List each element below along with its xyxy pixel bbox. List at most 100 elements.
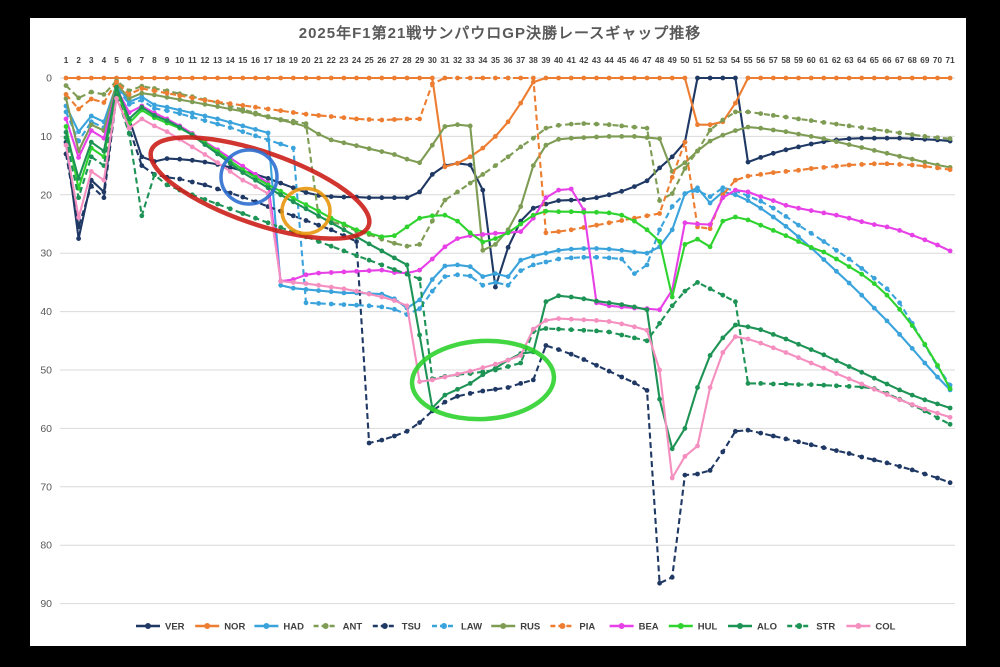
svg-text:56: 56 — [756, 56, 766, 65]
marker-HAD — [253, 126, 258, 132]
marker-HAD — [594, 246, 599, 251]
marker-LAW — [783, 214, 789, 219]
marker-STR — [682, 288, 688, 294]
marker-NOR — [404, 75, 410, 81]
marker-LAW — [884, 286, 890, 292]
marker-NOR — [152, 75, 157, 81]
marker-HUL — [935, 362, 940, 368]
marker-HAD — [88, 113, 94, 119]
marker-HUL — [733, 214, 738, 220]
marker-ALO — [745, 324, 751, 330]
legend-item-ALO: ALO — [728, 621, 777, 632]
marker-COL — [467, 368, 473, 374]
marker-NOR — [884, 75, 890, 81]
marker-NOR — [278, 75, 284, 81]
marker-HUL — [720, 218, 726, 224]
marker-BEA — [707, 222, 713, 228]
marker-ALO — [581, 296, 587, 302]
marker-TSU — [733, 428, 738, 434]
svg-text:21: 21 — [314, 56, 324, 65]
marker-PIA — [429, 81, 435, 87]
svg-text:5: 5 — [114, 56, 119, 65]
marker-NOR — [682, 75, 688, 81]
marker-HAD — [480, 274, 486, 279]
marker-VER — [808, 141, 814, 147]
marker-BEA — [720, 195, 726, 201]
marker-BEA — [682, 220, 688, 226]
marker-RUS — [467, 123, 473, 129]
marker-HUL — [632, 218, 637, 224]
marker-VER — [189, 157, 195, 163]
marker-ALO — [240, 170, 246, 176]
marker-COL — [88, 169, 94, 174]
marker-HAD — [871, 305, 877, 311]
marker-NOR — [442, 164, 448, 170]
marker-HUL — [467, 230, 473, 236]
marker-HAD — [909, 346, 915, 351]
marker-RUS — [417, 160, 422, 166]
marker-PIA — [392, 117, 397, 122]
marker-BEA — [922, 237, 928, 243]
marker-COL — [202, 152, 208, 157]
marker-STR — [240, 211, 246, 216]
marker-BEA — [871, 222, 877, 228]
marker-TSU — [493, 386, 498, 392]
marker-PIA — [530, 75, 536, 81]
marker-COL — [947, 414, 953, 420]
marker-HUL — [480, 239, 486, 245]
marker-ALO — [139, 104, 145, 110]
marker-ALO — [846, 364, 852, 369]
marker-ALO — [253, 177, 258, 183]
marker-PIA — [682, 139, 688, 145]
marker-LAW — [543, 259, 549, 265]
svg-text:47: 47 — [642, 56, 652, 65]
marker-NOR — [417, 75, 422, 81]
marker-TSU — [619, 374, 625, 380]
marker-TSU — [669, 574, 675, 580]
legend-item-HUL: HUL — [668, 621, 718, 632]
marker-ALO — [619, 302, 625, 307]
marker-STR — [935, 415, 940, 421]
marker-RUS — [556, 136, 561, 142]
series-TSU — [63, 93, 953, 586]
marker-STR — [644, 338, 650, 344]
marker-BEA — [366, 268, 372, 274]
marker-RUS — [518, 204, 524, 209]
svg-text:29: 29 — [415, 56, 425, 65]
marker-RUS — [568, 135, 574, 141]
legend-label-HUL: HUL — [698, 621, 718, 632]
svg-text:51: 51 — [693, 56, 703, 65]
marker-TSU — [947, 480, 953, 486]
marker-LAW — [429, 288, 435, 294]
marker-ANT — [619, 123, 625, 129]
marker-NOR — [758, 75, 764, 81]
legend-item-ANT: ANT — [313, 621, 362, 632]
svg-text:66: 66 — [882, 56, 892, 65]
marker-STR — [783, 381, 789, 387]
legend-label-ALO: ALO — [757, 621, 777, 632]
marker-TSU — [505, 385, 511, 390]
marker-NOR — [303, 75, 309, 81]
marker-ALO — [392, 255, 397, 261]
marker-BEA — [63, 116, 69, 122]
marker-LAW — [202, 118, 208, 123]
marker-ALO — [594, 298, 599, 304]
marker-NOR — [354, 75, 359, 81]
marker-TSU — [530, 377, 536, 383]
marker-HAD — [467, 264, 473, 269]
marker-TSU — [935, 475, 940, 481]
marker-BEA — [328, 270, 334, 275]
marker-ALO — [682, 426, 688, 431]
marker-NOR — [695, 122, 700, 128]
marker-ALO — [417, 332, 422, 338]
marker-VER — [139, 154, 145, 160]
marker-HUL — [909, 323, 915, 328]
marker-PIA — [316, 113, 321, 118]
marker-ALO — [884, 381, 890, 387]
marker-HUL — [947, 386, 953, 392]
marker-PIA — [733, 177, 738, 183]
marker-ALO — [101, 148, 107, 154]
marker-NOR — [265, 75, 271, 81]
marker-ALO — [177, 124, 183, 130]
marker-TSU — [316, 222, 321, 228]
